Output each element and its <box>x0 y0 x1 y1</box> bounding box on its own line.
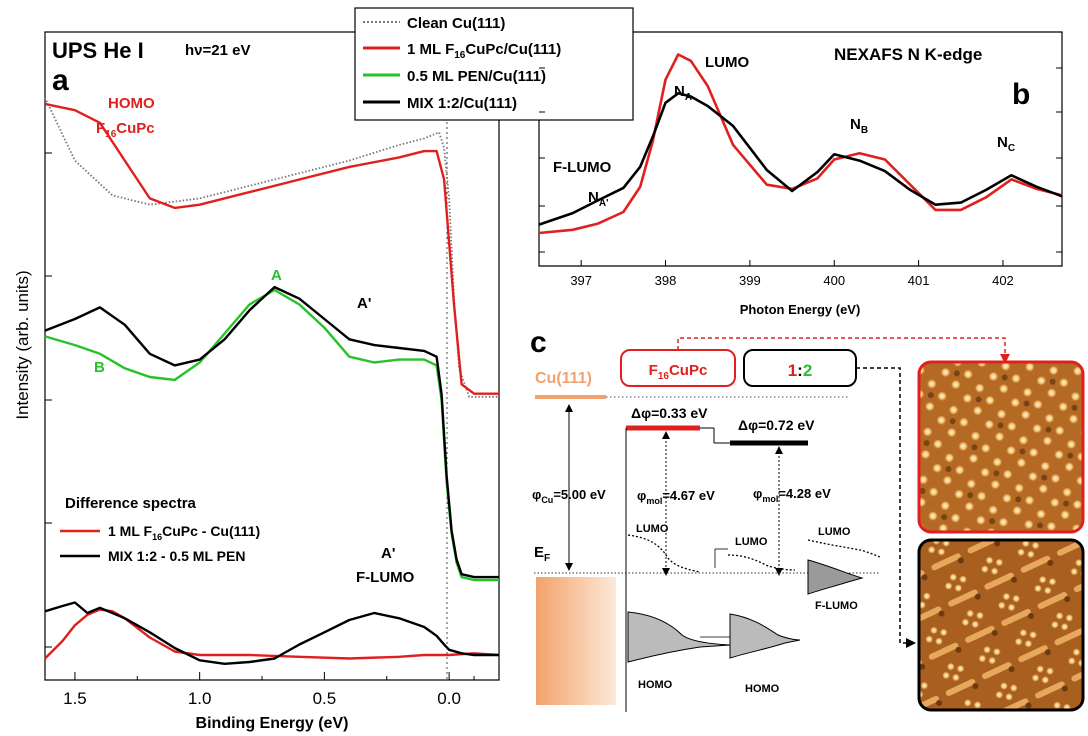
a-xtick-label: 1.5 <box>63 689 87 708</box>
a-xtick-label: 0.0 <box>437 689 461 708</box>
phi-mol1-label: φmol=4.67 eV <box>637 488 715 506</box>
mix-arrowhead <box>906 638 916 648</box>
b-xtick-label: 400 <box>823 273 845 288</box>
difference-spectra-title: Difference spectra <box>65 495 197 512</box>
difference-legend: 1 ML F16CuPc - Cu(111) MIX 1:2 - 0.5 ML … <box>60 523 260 564</box>
legend-label-pen: 0.5 ML PEN/Cu(111) <box>407 68 546 85</box>
panel-b-y-ticks <box>539 67 1062 253</box>
peak-NA-label: NA <box>674 83 692 103</box>
panel-a-ylabel: Intensity (arb. units) <box>13 270 32 419</box>
panel-a-series <box>44 97 500 665</box>
homo2-dos-curve <box>729 613 801 659</box>
peak-B-label: B <box>94 359 105 376</box>
a-xtick-label: 1.0 <box>188 689 212 708</box>
main-legend: Clean Cu(111) 1 ML F16CuPc/Cu(111) 0.5 M… <box>354 7 634 121</box>
series-a-mix-1-2-0-5-ml-pen <box>44 601 499 665</box>
peak-NB-label: NB <box>850 116 868 136</box>
peak-NAprime-label: NA' <box>588 189 608 209</box>
panel-a-y-ticks <box>45 152 52 648</box>
peak-Aprime-mid-label: A' <box>357 295 371 312</box>
panel-a-x-ticks: 1.5 1.0 0.5 0.0 <box>63 672 475 708</box>
lumo3-label: LUMO <box>818 526 851 538</box>
diff-legend-label-red: 1 ML F16CuPc - Cu(111) <box>108 523 260 542</box>
legend-label-f16cupc: 1 ML F16CuPc/Cu(111) <box>407 41 561 61</box>
dphi1-label: Δφ=0.33 eV <box>631 405 708 421</box>
svg-text:hν=21 eV: hν=21 eV <box>185 42 250 59</box>
f16cupc-arrowhead <box>1000 354 1010 364</box>
panel-b-title: NEXAFS N K-edge <box>834 45 982 64</box>
a-xtick-label: 0.5 <box>313 689 337 708</box>
flumo-label-c: F-LUMO <box>815 600 858 612</box>
legend-label-mix: MIX 1:2/Cu(111) <box>407 95 517 112</box>
cu-label: Cu(111) <box>535 370 592 387</box>
homo1-label: HOMO <box>638 679 673 691</box>
phi-cu-label: φCu=5.00 eV <box>532 487 606 505</box>
panel-b-series <box>538 53 1063 235</box>
b-xtick-label: 397 <box>570 273 592 288</box>
series-a-mix-1-2-cu-111 <box>44 285 499 579</box>
b-xtick-label: 398 <box>655 273 677 288</box>
homo1-dos-curve <box>627 611 731 663</box>
series-b-mix-1-2-cu-111 <box>538 92 1063 226</box>
homo-label-line2: F16CuPc <box>96 120 155 140</box>
main-legend-box <box>354 7 634 121</box>
homo-label-line1: HOMO <box>108 95 155 112</box>
panel-b-xlabel: Photon Energy (eV) <box>740 302 861 317</box>
flumo-label-a: F-LUMO <box>356 569 415 586</box>
hv-symbol: hν <box>185 42 203 59</box>
legend-label-clean: Clean Cu(111) <box>407 15 505 32</box>
lumo-label-b: LUMO <box>705 54 749 71</box>
fermi-energy-label: EF <box>534 544 550 564</box>
homo2-label: HOMO <box>745 683 780 695</box>
phi-mol2-label: φmol=4.28 eV <box>753 486 831 504</box>
diff-legend-label-black: MIX 1:2 - 0.5 ML PEN <box>108 548 245 564</box>
lumo2-label: LUMO <box>735 536 768 548</box>
panel-a-title: UPS He I <box>52 38 144 63</box>
panel-b-frame <box>538 31 1063 267</box>
mix-box-label: 1:2 <box>788 361 813 380</box>
b-xtick-label: 399 <box>739 273 761 288</box>
panel-a-xlabel: Binding Energy (eV) <box>196 715 349 732</box>
lumo1-dos-curve <box>627 534 701 573</box>
flumo-label-b: F-LUMO <box>553 159 612 176</box>
panel-a: 1.5 1.0 0.5 0.0 UPS He I hν=21 eV a HOMO F1… <box>13 31 500 732</box>
panel-b: 397 398 399 400 401 402 NEXAFS N K-edge b LUM… <box>538 31 1063 317</box>
f16cupc-to-stm-arrow <box>677 337 1006 358</box>
b-xtick-label: 401 <box>908 273 930 288</box>
cu-bulk-band <box>536 577 616 705</box>
series-a-1-ml-f16cupc-cu-111 <box>44 608 500 660</box>
peak-Aprime-low-label: A' <box>381 545 395 562</box>
mix-to-stm-arrow <box>856 367 908 644</box>
flumo-dos-curve <box>807 559 864 595</box>
panel-a-letter: a <box>52 64 69 97</box>
dphi2-label: Δφ=0.72 eV <box>738 417 815 433</box>
peak-A-label: A <box>271 267 282 284</box>
b-xtick-label: 402 <box>992 273 1014 288</box>
series-b-1-ml-f16cupc-cu-111 <box>538 53 1063 235</box>
peak-NC-label: NC <box>997 134 1015 154</box>
panel-b-letter: b <box>1012 78 1030 111</box>
hv-value: =21 eV <box>203 42 251 59</box>
f16cupc-box-label: F16CuPc <box>649 362 708 382</box>
lumo1-label: LUMO <box>636 523 669 535</box>
stm-image-f16cupc <box>917 360 1085 534</box>
lumo3-dos-curve <box>807 539 881 558</box>
stm-image-mix <box>917 538 1085 712</box>
panel-a-frame <box>44 31 500 681</box>
panel-b-x-ticks: 397 398 399 400 401 402 <box>570 260 1014 288</box>
panel-c: c Cu(111) F16CuPc 1:2 Δφ=0.33 eV Δφ=0.72… <box>530 326 1085 712</box>
series-a-1-ml-f16cupc-cu-111 <box>44 102 499 395</box>
panel-c-letter: c <box>530 326 547 359</box>
lumo2-dos-curve <box>727 554 796 571</box>
